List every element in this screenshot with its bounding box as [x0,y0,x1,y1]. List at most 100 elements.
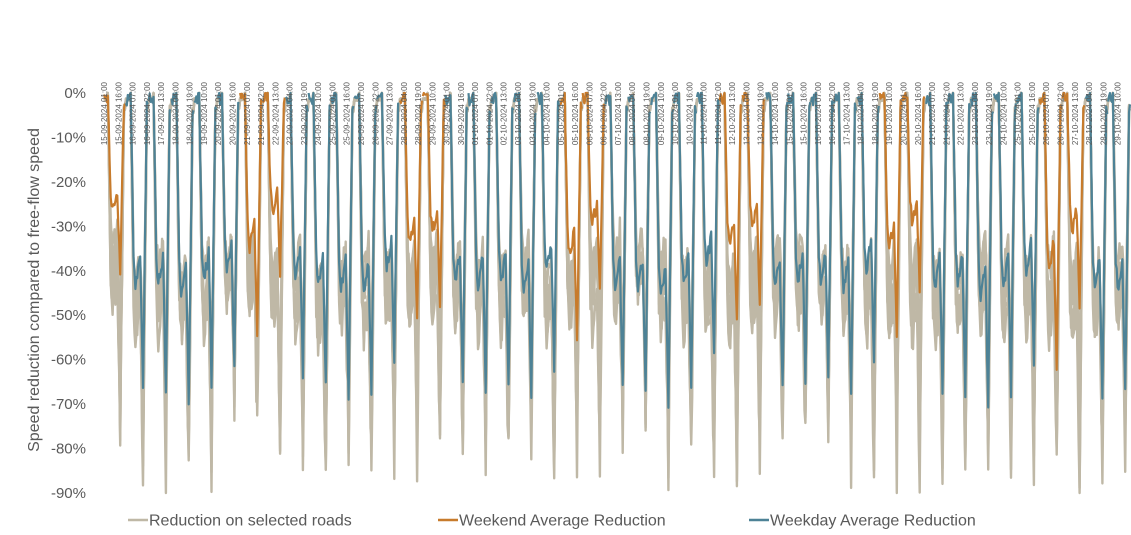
series-line-weekday-average-reduction [170,91,195,406]
x-tick-label: 19-10-2024 10:00 [885,81,894,145]
x-tick-label: 26-09-2024 22:00 [371,81,380,145]
series-line-weekend-average-reduction [102,94,126,276]
series-line-weekday-average-reduction [284,91,309,380]
x-tick-label: 18-10-2024 19:00 [871,81,880,145]
x-tick-label: 29-10-2024 10:00 [1114,81,1123,145]
x-tick-label: 12-10-2024 13:00 [728,81,737,145]
x-tick-label: 24-10-2024 10:00 [999,81,1008,145]
series-line-weekday-average-reduction [490,91,515,386]
x-tick-label: 20-09-2024 16:00 [229,81,238,145]
y-tick-label: -20% [51,174,86,191]
legend: Reduction on selected roads Weekend Avera… [128,513,976,530]
x-tick-label: 05-10-2024 16:00 [571,81,580,145]
series-line-weekday-average-reduction [832,91,857,395]
x-tick-label: 17-10-2024 13:00 [842,81,851,145]
x-tick-label: 21-09-2024 07:00 [243,81,252,145]
x-tick-label: 28-10-2024 04:00 [1085,81,1094,145]
series-line-weekend-average-reduction [239,92,264,338]
legend-item-reduction-on-selected-roads: Reduction on selected roads [149,513,352,530]
series-line-weekday-average-reduction [536,91,560,373]
y-tick-label: -90% [51,485,86,502]
y-axis: 0% -10% -20% -30% -40% -50% -60% -70% -80% -90% [51,85,86,502]
x-tick-label: 08-10-2024 19:00 [643,81,652,145]
x-tick-label: 27-10-2024 13:00 [1071,81,1080,145]
x-tick-label: 26-10-2024 07:00 [1042,81,1051,145]
series-line-weekend-average-reduction [559,91,583,342]
series-line-weekday-average-reduction [147,92,172,394]
x-tick-label: 09-10-2024 10:00 [657,81,666,145]
x-tick-label: 27-09-2024 13:00 [386,81,395,145]
x-axis: 15-09-2024 01:00 15-09-2024 16:00 16-09-20… [100,81,1123,145]
x-tick-label: 20-10-2024 16:00 [914,81,923,145]
series-line-weekend-average-reduction [741,91,766,306]
series-line-weekday-average-reduction [695,91,720,355]
series-line-weekend-average-reduction [261,91,286,278]
x-tick-label: 03-10-2024 19:00 [528,81,537,145]
x-tick-label: 15-09-2024 01:00 [100,81,109,145]
x-tick-label: 20-10-2024 01:00 [900,81,909,145]
x-tick-label: 25-09-2024 16:00 [343,81,352,145]
x-tick-label: 26-09-2024 07:00 [357,81,366,145]
x-tick-label: 28-09-2024 19:00 [414,81,423,145]
series-line-weekend-average-reduction [718,91,743,321]
x-tick-label: 22-10-2024 13:00 [957,81,966,145]
x-tick-label: 25-10-2024 01:00 [1014,81,1023,145]
series-line-weekend-average-reduction [1038,91,1063,371]
x-tick-label: 24-09-2024 10:00 [314,81,323,145]
series-line-weekday-average-reduction [1084,91,1109,400]
x-tick-label: 11-10-2024 22:00 [714,81,723,144]
x-tick-label: 21-10-2024 22:00 [942,81,951,145]
x-tick-label: 30-09-2024 01:00 [443,81,452,145]
series-line-weekday-average-reduction [307,91,331,384]
x-tick-label: 25-09-2024 01:00 [328,81,337,145]
x-tick-label: 14-10-2024 10:00 [771,81,780,145]
x-tick-label: 29-09-2024 10:00 [428,81,437,145]
x-tick-label: 06-10-2024 07:00 [585,81,594,145]
series-line-weekday-average-reduction [765,91,789,387]
x-tick-label: 26-10-2024 22:00 [1057,81,1066,145]
x-tick-label: 11-10-2024 07:00 [700,81,709,144]
x-tick-label: 19-09-2024 10:00 [200,81,209,145]
x-tick-label: 21-10-2024 07:00 [928,81,937,145]
x-tick-label: 18-09-2024 19:00 [186,81,195,145]
x-tick-label: 17-09-2024 13:00 [157,81,166,145]
y-tick-label: -80% [51,441,86,458]
series-line-weekday-average-reduction [330,91,355,401]
x-tick-label: 10-10-2024 01:00 [671,81,680,145]
series-line-weekday-average-reduction [124,91,149,390]
x-tick-label: 13-10-2024 04:00 [742,81,751,145]
y-tick-label: -40% [51,263,86,280]
x-tick-label: 28-09-2024 04:00 [400,81,409,145]
series-line-weekday-average-reduction [376,91,400,364]
series-line-weekday-average-reduction [193,91,218,389]
series-line-weekday-average-reduction [856,91,880,364]
x-tick-label: 23-09-2024 19:00 [300,81,309,145]
y-tick-label: -30% [51,218,86,235]
series-line-weekday-average-reduction [947,91,972,399]
x-tick-label: 04-10-2024 10:00 [543,81,552,145]
x-tick-label: 13-10-2024 19:00 [757,81,766,145]
series-line-weekday-average-reduction [992,91,1017,399]
series-line-weekday-average-reduction [673,91,698,389]
y-axis-label: Speed reduction compared to free-flow sp… [26,128,43,452]
series-line-reduction-on-selected-roads [103,91,1131,494]
x-tick-label: 25-10-2024 16:00 [1028,81,1037,145]
x-tick-label: 03-10-2024 04:00 [514,81,523,145]
x-tick-label: 16-10-2024 22:00 [828,81,837,145]
x-tick-label: 10-10-2024 16:00 [685,81,694,145]
x-tick-label: 02-10-2024 13:00 [500,81,509,145]
x-tick-label: 15-10-2024 16:00 [800,81,809,145]
series-line-weekday-average-reduction [650,91,675,409]
y-tick-label: 0% [64,85,86,102]
x-tick-label: 05-10-2024 01:00 [557,81,566,145]
series-line-weekday-average-reduction [216,91,240,368]
y-tick-label: -50% [51,307,86,324]
x-tick-label: 06-10-2024 22:00 [600,81,609,145]
x-tick-label: 21-09-2024 22:00 [257,81,266,145]
x-tick-label: 30-09-2024 16:00 [457,81,466,145]
x-tick-label: 20-09-2024 01:00 [214,81,223,145]
x-tick-label: 08-10-2024 04:00 [628,81,637,145]
x-tick-label: 07-10-2024 13:00 [614,81,623,145]
x-tick-label: 23-10-2024 19:00 [985,81,994,145]
